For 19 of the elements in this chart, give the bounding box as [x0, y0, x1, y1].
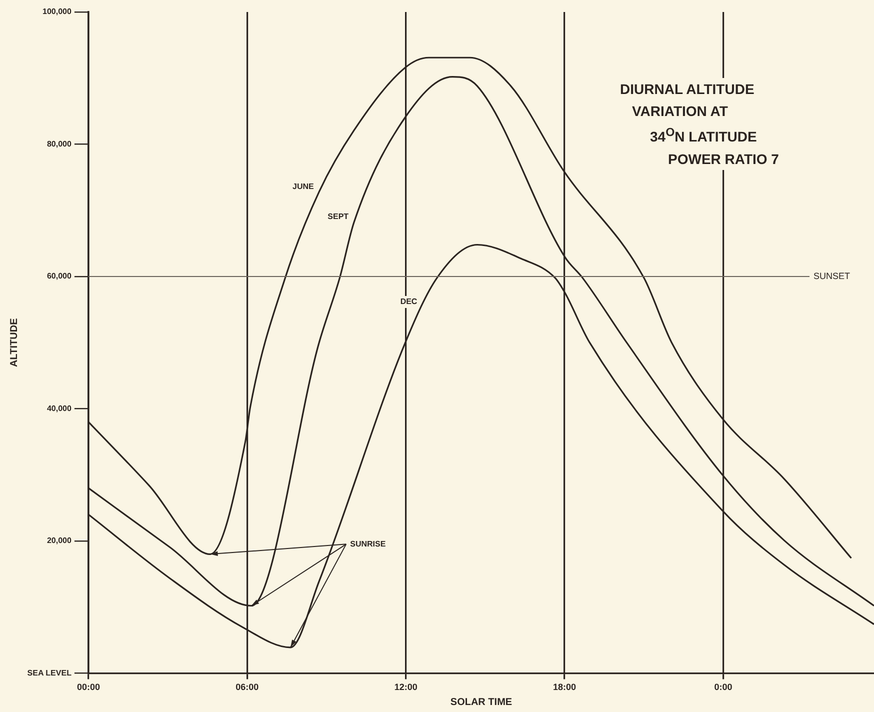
x-tick-label: 0:00 [714, 682, 732, 692]
y-tick-label: SEA LEVEL [27, 668, 72, 678]
x-tick-label: 12:00 [394, 682, 418, 692]
text: DIURNAL ALTITUDE VARIATION AT 34$^{O}$N LATITUDE POWER RATIO 7 [620, 78, 779, 170]
y-tick-label: 80,000 [46, 139, 72, 148]
series-label: JUNE [292, 182, 315, 192]
y-tick-label: 100,000 [42, 7, 72, 16]
x-tick-label: 06:00 [236, 682, 259, 692]
annotation: SUNRISE [350, 539, 386, 548]
series-label: SEPT [328, 212, 349, 222]
x-axis-title: SOLAR TIME [450, 696, 512, 708]
y-axis-title: ALTITUDE [8, 318, 20, 367]
y-tick-label: 20,000 [46, 536, 72, 546]
series-label: DEC [400, 297, 418, 306]
x-tick-label: 18:00 [553, 682, 576, 692]
y-tick-label: 40,000 [46, 404, 72, 413]
ref-line-label: SUNSET [813, 270, 850, 281]
x-tick-label: 00:00 [76, 682, 100, 692]
y-tick-label: 60,000 [46, 272, 72, 281]
